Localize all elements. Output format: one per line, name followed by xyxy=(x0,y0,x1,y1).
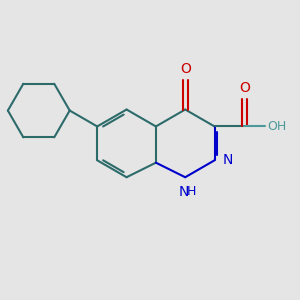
Text: N: N xyxy=(178,185,189,200)
Text: N: N xyxy=(223,153,233,167)
Text: O: O xyxy=(180,62,191,76)
Text: H: H xyxy=(187,185,196,199)
Text: OH: OH xyxy=(268,120,287,133)
Text: O: O xyxy=(239,81,250,95)
